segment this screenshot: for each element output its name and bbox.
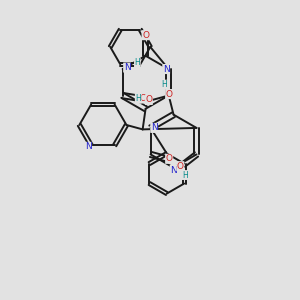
Text: N: N xyxy=(170,166,177,175)
Text: O: O xyxy=(139,94,146,103)
Text: O: O xyxy=(177,162,184,171)
Text: O: O xyxy=(166,154,173,163)
Text: N: N xyxy=(151,123,158,132)
Text: O: O xyxy=(142,31,149,40)
Text: H: H xyxy=(135,94,141,103)
Text: H: H xyxy=(182,170,188,179)
Text: N: N xyxy=(85,142,92,151)
Text: H: H xyxy=(134,58,140,67)
Text: O: O xyxy=(166,90,172,99)
Text: O: O xyxy=(145,95,152,104)
Text: N: N xyxy=(124,63,130,72)
Text: H: H xyxy=(161,80,167,89)
Text: N: N xyxy=(163,64,169,74)
